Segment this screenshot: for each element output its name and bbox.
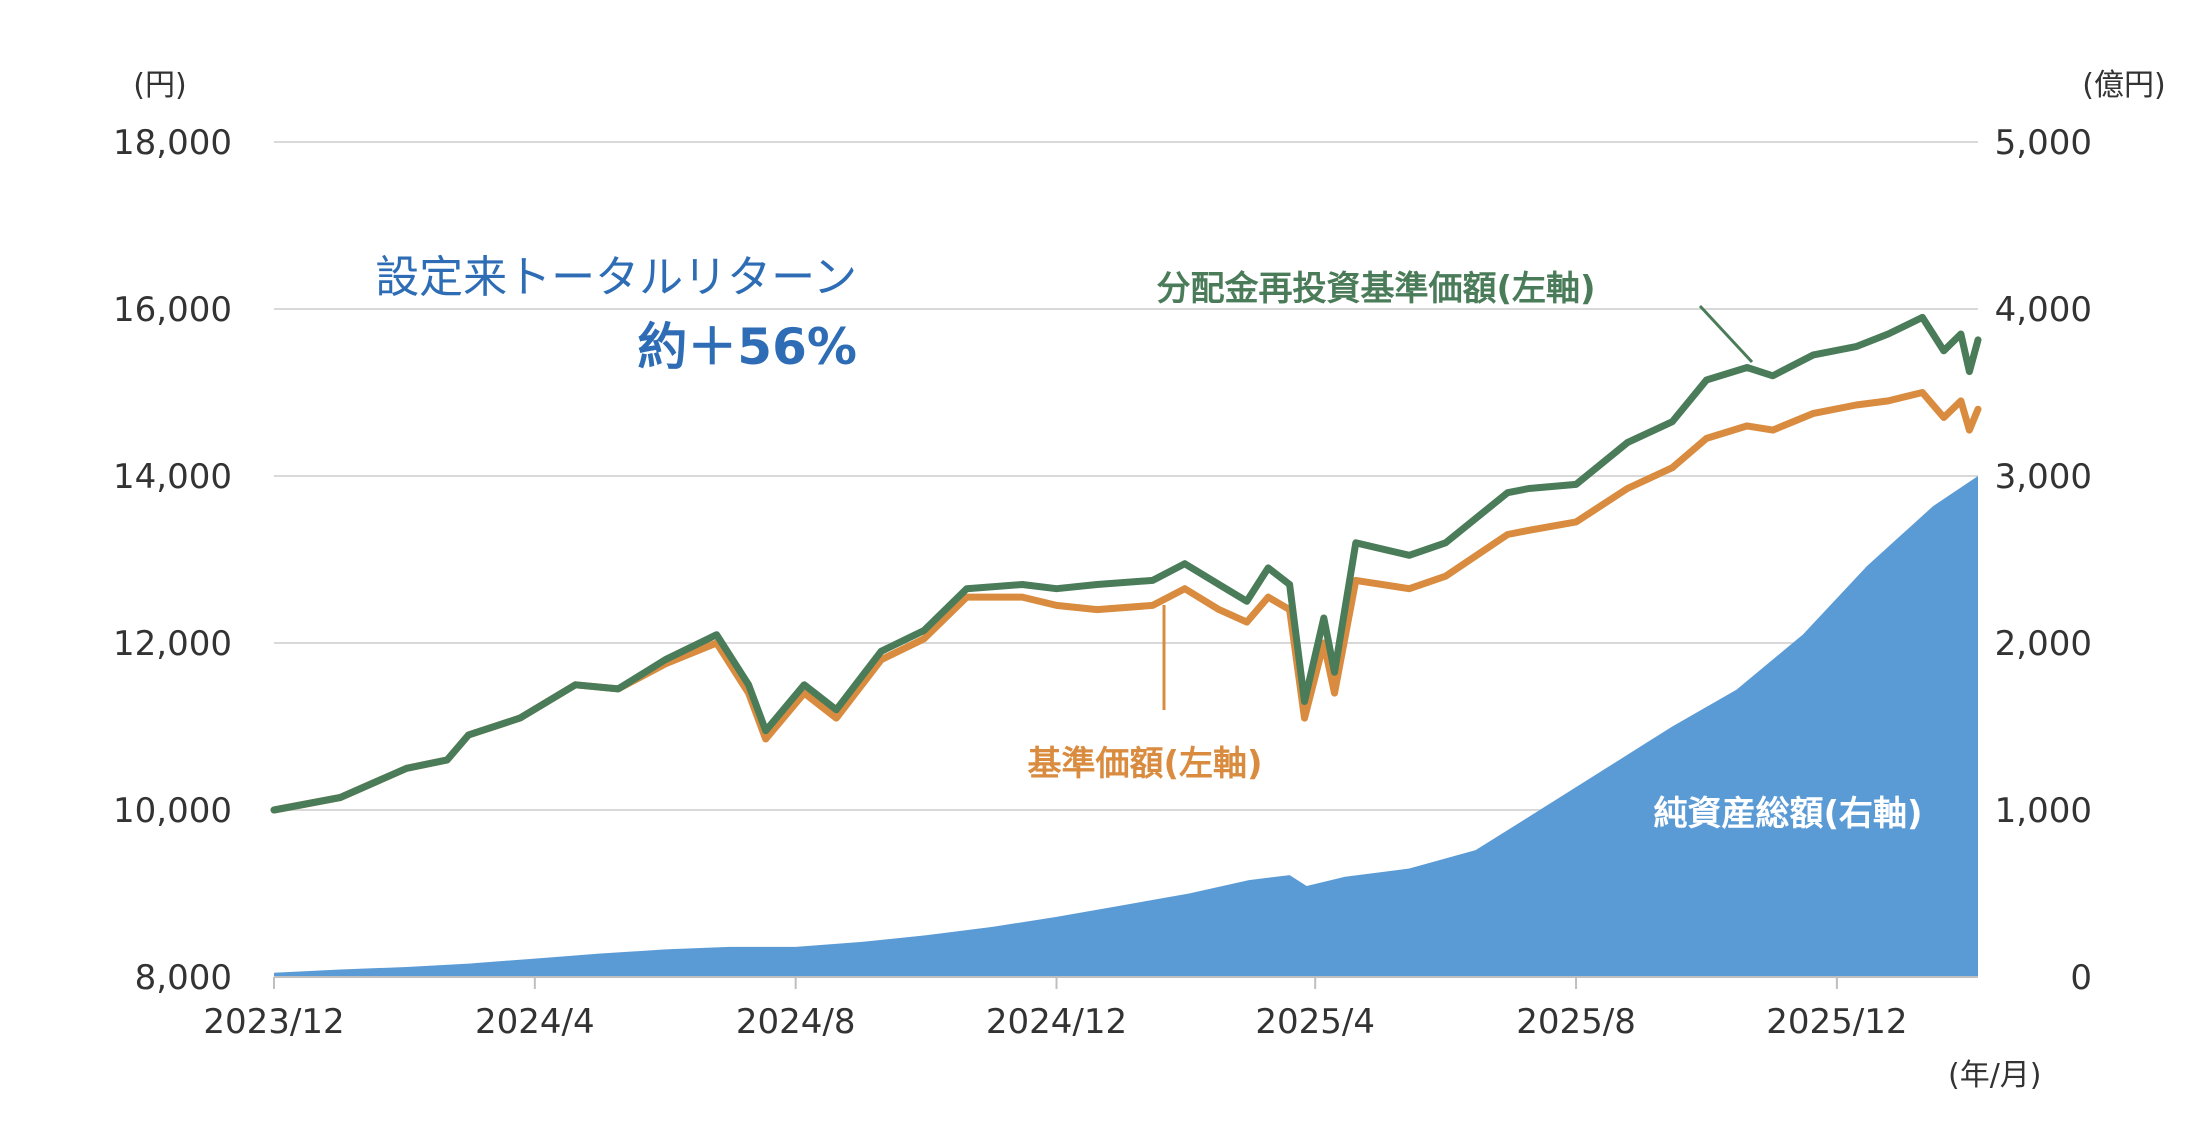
total-return-annotation-line1: 設定来トータルリターン xyxy=(375,252,857,303)
axis-layer: 8,000 10,000 12,000 14,000 16,000 18,000 0 1,00… xyxy=(113,123,2092,1042)
y-right-tick-label: 4,000 xyxy=(1995,290,2092,330)
legend-leader-reinvested-nav xyxy=(1698,304,1754,364)
y-left-tick-label: 16,000 xyxy=(113,290,232,330)
total-return-annotation-line2: 約＋56% xyxy=(637,318,857,376)
y-left-tick-label: 14,000 xyxy=(113,457,232,497)
x-tick-label: 2025/12 xyxy=(1766,1002,1907,1042)
y-left-tick-label: 12,000 xyxy=(113,624,232,664)
area-layer xyxy=(274,476,1978,977)
y-right-tick-label: 2,000 xyxy=(1995,624,2092,664)
x-tick-label: 2024/4 xyxy=(475,1002,595,1042)
x-tick-label: 2025/8 xyxy=(1516,1002,1636,1042)
x-unit-label: (年/月) xyxy=(1948,1058,2042,1093)
x-tick-label: 2024/12 xyxy=(986,1002,1127,1042)
area-total-net-assets xyxy=(274,476,1978,977)
legend-label-total-net-assets: 純資産総額(右軸) xyxy=(1653,794,1922,834)
y-right-tick-label: 0 xyxy=(2070,958,2092,998)
line-layer xyxy=(270,313,1982,814)
x-tick-label: 2025/4 xyxy=(1255,1002,1375,1042)
y-right-tick-label: 1,000 xyxy=(1995,791,2092,831)
label-layer: (円) (億円) (年/月) 設定来トータルリターン 約＋56% 分配金再投資基… xyxy=(133,68,2165,1093)
y-left-tick-label: 18,000 xyxy=(113,123,232,163)
legend-label-nav: 基準価額(左軸) xyxy=(1027,744,1262,784)
y-right-unit-label: (億円) xyxy=(2082,68,2165,103)
x-tick-label: 2024/8 xyxy=(736,1002,856,1042)
y-left-tick-label: 8,000 xyxy=(135,958,232,998)
y-left-tick-label: 10,000 xyxy=(113,791,232,831)
y-right-tick-label: 5,000 xyxy=(1995,123,2092,163)
line-reinvested-nav xyxy=(270,313,1982,814)
y-right-tick-label: 3,000 xyxy=(1995,457,2092,497)
x-tick-label: 2023/12 xyxy=(203,1002,344,1042)
legend-label-reinvested-nav: 分配金再投資基準価額(左軸) xyxy=(1156,269,1595,309)
y-left-unit-label: (円) xyxy=(133,68,186,103)
